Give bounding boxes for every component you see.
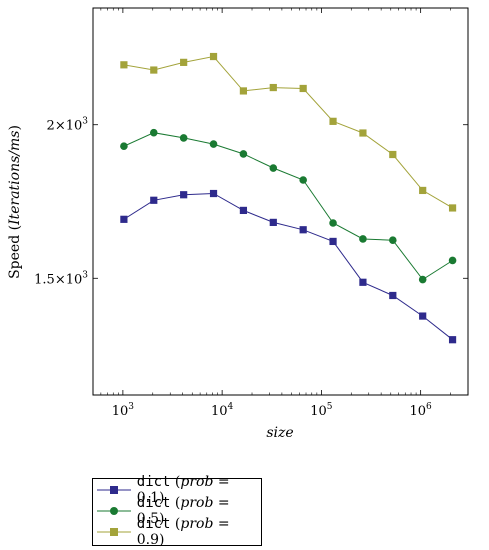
data-point (448, 204, 457, 212)
data-point (269, 164, 278, 172)
data-point (329, 117, 337, 125)
legend-entry: dict (prob = 0.1) (93, 474, 261, 506)
data-point (299, 226, 307, 234)
data-point (448, 336, 457, 344)
data-point (120, 215, 128, 223)
series-line-1 (123, 132, 453, 281)
data-point (120, 61, 128, 69)
legend-swatch-square-icon (97, 527, 131, 536)
x-tick-label: 103 (112, 402, 135, 419)
legend-entry: dict (prob = 0.5) (93, 495, 261, 527)
data-point (239, 87, 248, 95)
plot-frame (92, 7, 469, 396)
data-point (359, 235, 367, 243)
chart: 103 104 105 106 1.5×103 2×103 size Speed (Ite… (7, 7, 469, 441)
data-point (120, 142, 128, 151)
data-point (269, 83, 277, 92)
plot-area (120, 52, 457, 344)
legend-swatch-circle-icon (97, 506, 131, 515)
data-point (389, 291, 397, 300)
data-point (180, 191, 188, 199)
legend-label: dict (prob = 0.1) (136, 473, 230, 506)
series-line-0 (123, 192, 453, 341)
data-point (418, 275, 427, 284)
data-point (419, 312, 427, 320)
data-point (329, 219, 337, 227)
data-point (179, 134, 188, 142)
data-point (359, 278, 367, 286)
y-axis-label: Speed (Iterations/ms) (7, 125, 23, 279)
data-point (209, 140, 218, 148)
data-point (329, 237, 337, 246)
series-line-2 (123, 55, 453, 209)
data-point (389, 236, 397, 244)
data-point (299, 176, 307, 184)
x-tick-label: 106 (410, 402, 433, 419)
data-point (239, 150, 248, 158)
data-point (389, 150, 397, 159)
data-point (150, 66, 158, 74)
data-point (269, 218, 277, 226)
y-tick-label: 2×103 (47, 117, 89, 134)
axis-ticks: 103 104 105 106 1.5×103 2×103 (34, 8, 469, 419)
legend-entry: dict (prob = 0.9) (93, 516, 261, 548)
data-point (448, 256, 457, 265)
legend-swatch-square-icon (97, 485, 131, 494)
legend-label: dict (prob = 0.9) (136, 515, 230, 548)
data-point (149, 128, 158, 137)
data-point (239, 206, 248, 215)
x-axis-label: size (266, 425, 293, 441)
data-point (419, 186, 427, 195)
data-point (150, 196, 158, 204)
data-point (209, 189, 218, 198)
legend: dict (prob = 0.1) dict (prob = 0.5) dict… (92, 474, 262, 548)
x-tick-label: 104 (211, 402, 234, 419)
x-tick-label: 105 (310, 402, 333, 419)
data-point (299, 84, 307, 93)
data-point (359, 129, 367, 137)
data-point (180, 58, 188, 66)
y-tick-label: 1.5×103 (34, 270, 88, 287)
data-point (209, 52, 218, 61)
legend-label: dict (prob = 0.5) (136, 494, 230, 527)
